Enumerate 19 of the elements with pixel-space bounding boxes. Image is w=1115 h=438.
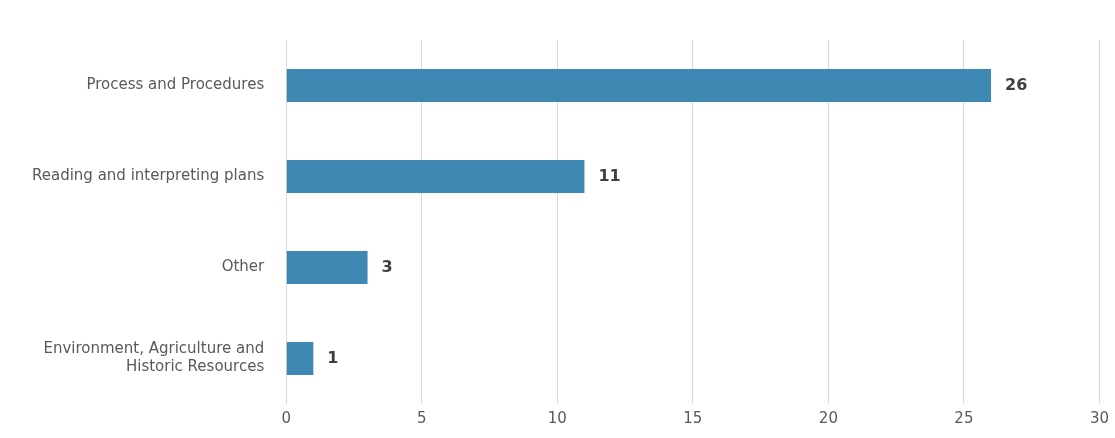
x-tick-label: 5 xyxy=(416,408,427,427)
bar xyxy=(286,69,992,102)
bar xyxy=(286,342,314,375)
x-tick-label: 15 xyxy=(683,408,703,427)
bar xyxy=(286,251,368,284)
y-tick-label: Environment, Agriculture and Historic Resources xyxy=(43,339,265,376)
bar xyxy=(286,160,585,193)
x-tick-label: 20 xyxy=(818,408,838,427)
x-tick-label: 30 xyxy=(1089,408,1109,427)
x-tick-label: 10 xyxy=(547,408,567,427)
x-tick-label: 0 xyxy=(281,408,291,427)
y-tick-label: Other xyxy=(221,257,266,276)
y-tick-label: Reading and interpreting plans xyxy=(31,166,265,185)
data-label: 3 xyxy=(381,256,393,276)
x-tick-label: 25 xyxy=(954,408,974,427)
y-tick-label: Process and Procedures xyxy=(86,75,265,94)
data-label: 11 xyxy=(598,165,621,185)
data-label: 26 xyxy=(1005,74,1028,94)
data-label: 1 xyxy=(327,347,339,367)
